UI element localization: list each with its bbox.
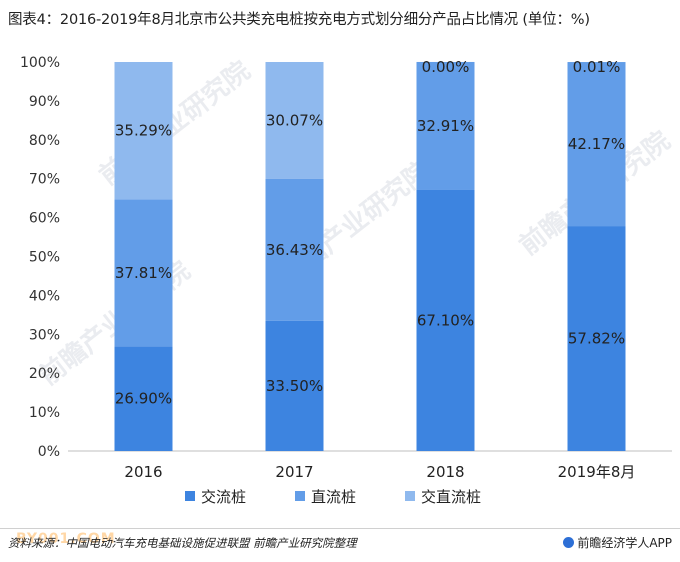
data-label: 0.01% bbox=[573, 58, 621, 76]
footer: BY001.COM 资料来源：中国电动汽车充电基础设施促进联盟 前瞻产业研究院整… bbox=[0, 528, 680, 562]
data-label: 36.43% bbox=[266, 241, 323, 259]
x-tick-label: 2019年8月 bbox=[558, 463, 636, 481]
legend-label: 交直流桩 bbox=[421, 488, 481, 506]
legend-label: 交流桩 bbox=[201, 488, 246, 506]
y-tick-label: 60% bbox=[29, 211, 60, 227]
data-label: 30.07% bbox=[266, 111, 323, 129]
data-label: 67.10% bbox=[417, 311, 474, 329]
y-tick-label: 90% bbox=[29, 94, 60, 110]
data-label: 35.29% bbox=[115, 122, 172, 140]
legend-swatch bbox=[405, 491, 415, 501]
legend-swatch bbox=[185, 491, 195, 501]
brand-name: 前瞻经济学人APP bbox=[577, 536, 672, 550]
y-tick-label: 100% bbox=[20, 55, 60, 71]
data-label: 57.82% bbox=[568, 330, 625, 348]
y-tick-label: 20% bbox=[29, 366, 60, 382]
data-label: 42.17% bbox=[568, 135, 625, 153]
y-tick-label: 70% bbox=[29, 172, 60, 188]
data-label: 33.50% bbox=[266, 377, 323, 395]
stacked-bar-chart: 前瞻产业研究院前瞻产业研究院前瞻产业研究院前瞻产业研究院0%10%20%30%4… bbox=[0, 0, 680, 528]
source-note: 资料来源：中国电动汽车充电基础设施促进联盟 前瞻产业研究院整理 bbox=[8, 535, 357, 551]
x-tick-label: 2017 bbox=[275, 463, 313, 481]
x-tick-label: 2018 bbox=[426, 463, 464, 481]
y-tick-label: 40% bbox=[29, 288, 60, 304]
y-tick-label: 0% bbox=[38, 444, 60, 460]
brand: 前瞻经济学人APP bbox=[563, 534, 672, 551]
y-tick-label: 30% bbox=[29, 327, 60, 343]
x-tick-label: 2016 bbox=[124, 463, 162, 481]
data-label: 26.90% bbox=[115, 390, 172, 408]
y-tick-label: 50% bbox=[29, 250, 60, 266]
legend-swatch bbox=[295, 491, 305, 501]
y-tick-label: 80% bbox=[29, 133, 60, 149]
data-label: 0.00% bbox=[422, 58, 470, 76]
data-label: 37.81% bbox=[115, 264, 172, 282]
legend-label: 直流桩 bbox=[311, 488, 356, 506]
y-tick-label: 10% bbox=[29, 405, 60, 421]
brand-logo-icon bbox=[563, 537, 574, 548]
data-label: 32.91% bbox=[417, 117, 474, 135]
